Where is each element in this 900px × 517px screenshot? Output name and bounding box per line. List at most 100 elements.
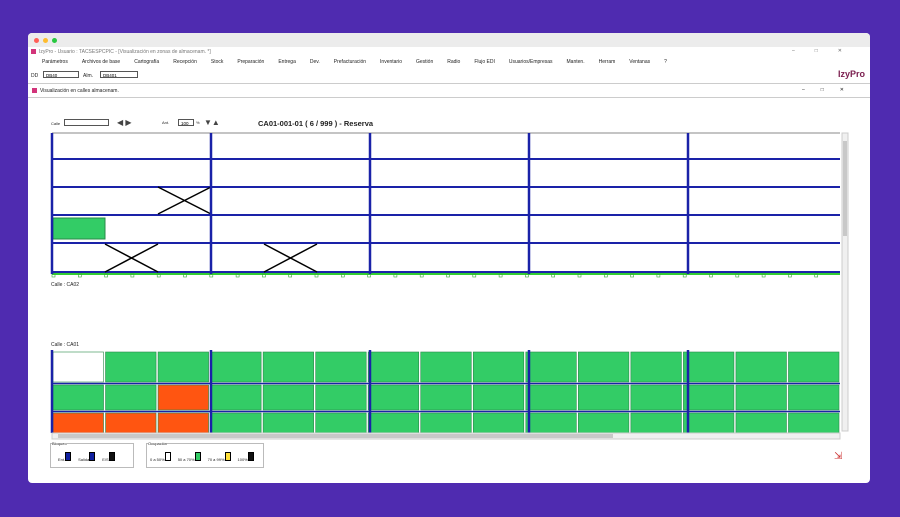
title-bar	[28, 33, 870, 47]
foot	[761, 273, 766, 278]
slot	[262, 384, 314, 411]
foot	[551, 273, 556, 278]
slot	[788, 351, 840, 383]
slot	[420, 384, 472, 411]
menu-item[interactable]: Inventario	[380, 59, 402, 65]
slot	[788, 384, 840, 411]
slot	[315, 384, 367, 411]
foot	[577, 273, 582, 278]
app-icon	[31, 49, 36, 54]
menu-item[interactable]: Herram	[598, 59, 616, 65]
slot	[315, 351, 367, 383]
menu-item[interactable]: Recepción	[173, 59, 197, 65]
legend-item: E/S	[102, 452, 117, 462]
slot	[630, 351, 682, 383]
alm-select[interactable]: DB401	[100, 71, 138, 78]
slot	[367, 412, 420, 434]
slot	[420, 412, 472, 434]
legend-label: 100%	[237, 457, 248, 462]
slot	[52, 351, 104, 383]
foot	[709, 273, 713, 278]
menu-item[interactable]: Ventanas	[629, 59, 651, 65]
legend-item: 50 a 70%	[178, 452, 204, 462]
alm-label: Alm.	[83, 73, 93, 79]
menu-item[interactable]: Parámetros	[42, 59, 68, 65]
menu-item[interactable]: Flujo EDI	[474, 59, 495, 65]
legend-label: E/S	[102, 457, 109, 462]
slot	[262, 412, 314, 434]
bloqueo-title: Bloqueo	[52, 441, 67, 446]
menu-item[interactable]: Preparación	[237, 59, 265, 65]
dd-label: DD	[31, 73, 39, 79]
app-title: IzyPro - Usuario : TACSESPCPIC - [Visual…	[39, 49, 211, 55]
swatch	[65, 452, 72, 461]
slot	[525, 412, 577, 434]
window-buttons[interactable]: –□✕	[792, 48, 862, 54]
zoom-unit: %	[196, 120, 200, 125]
foot	[446, 273, 450, 278]
legend-item: 70 a 99%	[208, 452, 234, 462]
dd-select[interactable]: DB40	[43, 71, 79, 78]
foot	[51, 273, 56, 278]
section-label: Calle : CA02	[51, 282, 80, 288]
slot	[105, 351, 157, 383]
menu-item[interactable]: Dev.	[309, 59, 320, 65]
logo: IzyPro	[838, 69, 866, 79]
slot	[578, 412, 630, 434]
zoom-arrows[interactable]: ▼▲	[204, 118, 220, 127]
foot	[419, 273, 424, 278]
slot	[525, 351, 577, 383]
foot	[656, 273, 661, 278]
menu-item[interactable]: Manten.	[566, 59, 585, 65]
swatch	[89, 452, 96, 461]
menu-item[interactable]: Cartografía	[134, 59, 160, 65]
slot	[105, 412, 157, 434]
slot	[157, 384, 209, 411]
foot	[630, 273, 634, 278]
foot	[104, 273, 108, 278]
menu-item[interactable]: Entrega	[278, 59, 296, 65]
win-icon	[32, 88, 37, 93]
slot	[630, 384, 682, 411]
menu-bar: Parámetros Archivos de base Cartografía Rec…	[42, 59, 681, 65]
alm-value: DB401	[103, 73, 117, 78]
calle-label: Calle	[51, 121, 61, 126]
zoom-value: 100	[181, 121, 189, 126]
exit-icon[interactable]: ⇲	[834, 451, 843, 462]
h-thumb	[58, 434, 613, 438]
menu-item[interactable]: Prefacturación	[333, 59, 367, 65]
slot	[210, 412, 262, 434]
slot	[420, 351, 472, 383]
legend-label: Ent.	[58, 457, 66, 462]
foot	[525, 273, 529, 278]
legend-item: Salida	[78, 452, 98, 462]
nav-arrows[interactable]: ◀ ▶	[117, 118, 132, 127]
slot	[735, 351, 787, 383]
menu-item[interactable]: ?	[664, 59, 667, 65]
close-dot[interactable]	[34, 38, 39, 43]
menu-item[interactable]: Radio	[447, 59, 461, 65]
max-dot[interactable]	[52, 38, 57, 43]
swatch	[247, 452, 254, 461]
zoom-input[interactable]: 100	[178, 119, 194, 126]
foot	[682, 273, 687, 278]
cross	[157, 186, 212, 215]
min-dot[interactable]	[43, 38, 48, 43]
slot	[525, 384, 577, 411]
swatch	[164, 452, 171, 461]
rack-view	[50, 132, 849, 440]
menu-item[interactable]: Gestión	[416, 59, 434, 65]
slot	[157, 412, 209, 434]
menu-item[interactable]: Usuarios/Empresas	[508, 59, 553, 65]
slot	[210, 384, 262, 411]
calle-select[interactable]	[64, 119, 109, 126]
v-scrollbar	[841, 132, 849, 432]
menu-item[interactable]: Stock	[210, 59, 224, 65]
app-window: IzyPro - Usuario : TACSESPCPIC - [Visual…	[28, 33, 870, 483]
heading: CA01-001-01 ( 6 / 999 ) - Reserva	[258, 119, 374, 128]
v-thumb	[843, 141, 847, 236]
legend-item: 100%	[238, 452, 257, 462]
foot	[183, 273, 187, 278]
menu-item[interactable]: Archivos de base	[81, 59, 121, 65]
child-buttons[interactable]: –□✕	[802, 87, 860, 93]
